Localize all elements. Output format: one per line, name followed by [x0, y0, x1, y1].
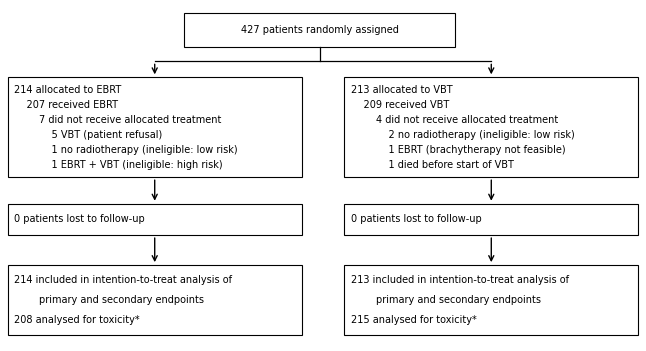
- FancyBboxPatch shape: [8, 265, 302, 335]
- Text: 213 included in intention-to-treat analysis of: 213 included in intention-to-treat analy…: [351, 275, 568, 285]
- Text: 0 patients lost to follow-up: 0 patients lost to follow-up: [351, 214, 481, 224]
- Text: 1 died before start of VBT: 1 died before start of VBT: [351, 160, 514, 170]
- FancyBboxPatch shape: [344, 77, 638, 177]
- FancyBboxPatch shape: [8, 204, 302, 235]
- Text: 208 analysed for toxicity*: 208 analysed for toxicity*: [14, 315, 140, 325]
- Text: 214 allocated to EBRT: 214 allocated to EBRT: [14, 85, 121, 95]
- Text: 7 did not receive allocated treatment: 7 did not receive allocated treatment: [14, 115, 222, 125]
- Text: 209 received VBT: 209 received VBT: [351, 100, 449, 110]
- Text: 1 EBRT (brachytherapy not feasible): 1 EBRT (brachytherapy not feasible): [351, 145, 565, 154]
- Text: 0 patients lost to follow-up: 0 patients lost to follow-up: [14, 214, 145, 224]
- Text: primary and secondary endpoints: primary and secondary endpoints: [14, 295, 204, 305]
- Text: primary and secondary endpoints: primary and secondary endpoints: [351, 295, 541, 305]
- Text: 5 VBT (patient refusal): 5 VBT (patient refusal): [14, 130, 162, 140]
- FancyBboxPatch shape: [8, 77, 302, 177]
- FancyBboxPatch shape: [344, 204, 638, 235]
- Text: 207 received EBRT: 207 received EBRT: [14, 100, 118, 110]
- Text: 1 no radiotherapy (ineligible: low risk): 1 no radiotherapy (ineligible: low risk): [14, 145, 238, 154]
- Text: 2 no radiotherapy (ineligible: low risk): 2 no radiotherapy (ineligible: low risk): [351, 130, 574, 140]
- FancyBboxPatch shape: [184, 13, 455, 47]
- FancyBboxPatch shape: [344, 265, 638, 335]
- Text: 427 patients randomly assigned: 427 patients randomly assigned: [241, 25, 399, 35]
- Text: 215 analysed for toxicity*: 215 analysed for toxicity*: [351, 315, 477, 325]
- Text: 4 did not receive allocated treatment: 4 did not receive allocated treatment: [351, 115, 558, 125]
- Text: 213 allocated to VBT: 213 allocated to VBT: [351, 85, 452, 95]
- Text: 1 EBRT + VBT (ineligible: high risk): 1 EBRT + VBT (ineligible: high risk): [14, 160, 223, 170]
- Text: 214 included in intention-to-treat analysis of: 214 included in intention-to-treat analy…: [14, 275, 232, 285]
